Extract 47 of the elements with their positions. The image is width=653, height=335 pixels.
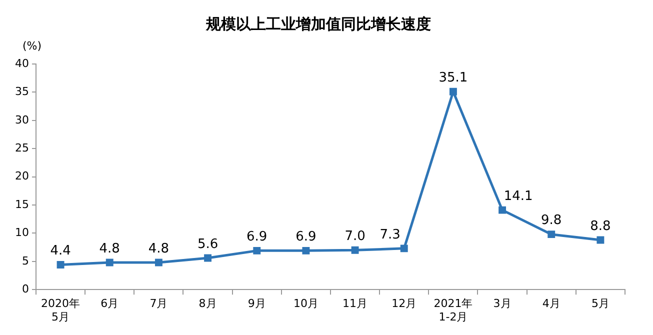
data-label: 4.4 xyxy=(50,244,71,259)
point xyxy=(204,254,212,262)
data-label: 35.1 xyxy=(438,70,468,86)
data-label: 6.9 xyxy=(246,230,268,245)
y-tick-label: 25 xyxy=(14,141,29,154)
data-label: 4.8 xyxy=(99,241,120,256)
data-label: 8.8 xyxy=(590,218,611,234)
point xyxy=(596,236,604,244)
point xyxy=(548,230,556,238)
y-tick-label: 20 xyxy=(14,170,29,183)
point xyxy=(253,246,261,254)
point xyxy=(56,261,64,269)
y-tick-label: 5 xyxy=(22,254,29,268)
y-tick-label: 10 xyxy=(14,226,29,240)
point xyxy=(498,206,506,214)
data-label: 5.6 xyxy=(197,236,218,252)
point xyxy=(154,258,162,266)
x-tick-label: 9月 xyxy=(248,297,266,310)
x-tick-label: 5月 xyxy=(591,297,610,310)
y-tick-label: 40 xyxy=(14,56,29,70)
data-label: 9.8 xyxy=(541,213,562,228)
x-tick-label: 11月 xyxy=(342,297,368,310)
x-tick-label: 8月 xyxy=(198,297,217,310)
y-axis-title: (%) xyxy=(22,39,42,52)
x-tick-label: 4月 xyxy=(542,297,560,310)
x-tick-label: 3月 xyxy=(493,297,512,310)
point xyxy=(302,246,310,254)
point xyxy=(400,244,408,252)
y-tick-label: 35 xyxy=(14,85,29,98)
y-tick-label: 30 xyxy=(14,113,29,126)
data-label: 14.1 xyxy=(504,188,533,204)
y-tick-label: 0 xyxy=(22,282,29,296)
point xyxy=(106,258,114,266)
chart-title: 规模以上工业增加值同比增长速度 xyxy=(205,14,431,33)
x-tick-label: 7月 xyxy=(150,297,168,310)
data-label: 7.0 xyxy=(344,228,366,244)
x-tick-label: 2021年 1-2月 xyxy=(434,297,473,324)
y-tick-label: 15 xyxy=(14,198,29,211)
x-tick-label: 6月 xyxy=(100,297,119,310)
x-tick-label: 2020年 5月 xyxy=(41,297,80,324)
data-label: 4.8 xyxy=(148,241,170,256)
data-label: 6.9 xyxy=(296,230,316,245)
x-tick-label: 12月 xyxy=(392,297,417,310)
data-label: 7.3 xyxy=(380,227,400,242)
point xyxy=(351,246,359,254)
x-tick-label: 10月 xyxy=(293,297,318,310)
point xyxy=(449,88,457,96)
